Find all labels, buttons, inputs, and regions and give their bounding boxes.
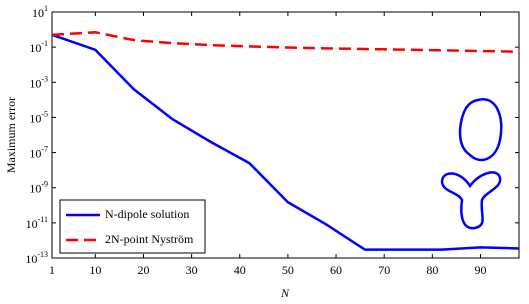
x-tick-label: 70 — [378, 263, 390, 277]
legend-label: N-dipole solution — [105, 207, 189, 221]
tick-base: 10 — [26, 217, 38, 231]
tick-exponent: -3 — [41, 74, 48, 83]
tick-base: 10 — [32, 6, 44, 20]
legend-box — [59, 199, 206, 254]
tick-base: 10 — [29, 76, 41, 90]
x-tick-label: 90 — [474, 263, 486, 277]
tick-exponent: -13 — [37, 250, 48, 259]
series-line — [51, 33, 520, 251]
y-tick-label: 10-1 — [29, 39, 48, 55]
tick-base: 10 — [29, 41, 41, 55]
x-tick-label: 80 — [426, 263, 438, 277]
tick-exponent: 1 — [44, 4, 48, 13]
shape-blob — [458, 97, 503, 162]
x-tick-label: 30 — [186, 263, 198, 277]
y-tick-label: 10-9 — [29, 180, 48, 196]
x-axis-label: N — [280, 286, 290, 300]
tick-exponent: -7 — [41, 144, 48, 153]
x-tick-label: 1 — [49, 263, 55, 277]
x-tick-label: 60 — [330, 263, 342, 277]
x-tick-label: 40 — [234, 263, 246, 277]
x-tick-label: 10 — [89, 263, 101, 277]
shape-trefoil — [440, 171, 502, 230]
y-tick-label: 10-13 — [25, 250, 48, 266]
series-line — [51, 31, 520, 53]
y-tick-label: 10-3 — [29, 74, 48, 90]
y-axis-label: Maximum error — [4, 97, 18, 173]
plot-frame — [51, 11, 520, 259]
tick-base: 10 — [29, 146, 41, 160]
y-tick-label: 10-11 — [26, 215, 48, 231]
x-tick-label: 20 — [137, 263, 149, 277]
y-tick-label: 10-7 — [29, 144, 48, 160]
tick-exponent: -9 — [41, 180, 48, 189]
y-tick-label: 10-5 — [29, 109, 48, 125]
legend-label: 2N-point Nyström — [105, 232, 194, 246]
tick-exponent: -1 — [41, 39, 48, 48]
tick-exponent: -5 — [41, 109, 48, 118]
x-tick-label: 50 — [282, 263, 294, 277]
tick-base: 10 — [25, 252, 37, 266]
y-tick-label: 101 — [32, 4, 48, 20]
tick-exponent: -11 — [38, 215, 48, 224]
tick-base: 10 — [29, 111, 41, 125]
tick-base: 10 — [29, 181, 41, 195]
